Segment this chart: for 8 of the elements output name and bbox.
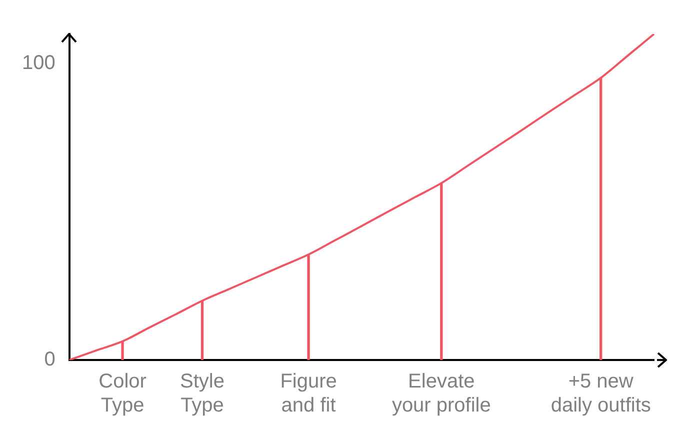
y-tick-label: 100 — [22, 52, 56, 74]
x-tick-label: Style Type — [180, 370, 224, 417]
x-tick-label: Elevate your profile — [392, 370, 491, 417]
x-tick-label: Color Type — [98, 370, 147, 417]
y-tick-label: 0 — [44, 348, 56, 371]
x-tick-label: Figure and fit — [280, 370, 337, 417]
x-tick-label: +5 new daily outfits — [550, 370, 651, 417]
line-series — [68, 34, 655, 360]
